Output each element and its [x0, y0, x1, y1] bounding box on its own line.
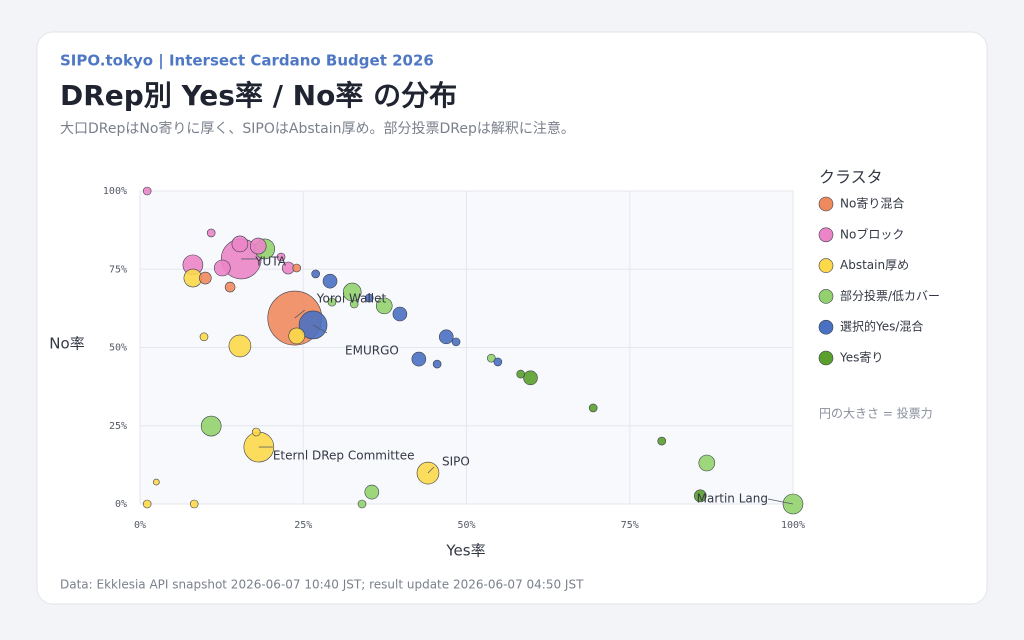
bubble [487, 353, 496, 363]
bubble [357, 499, 367, 509]
bubble [199, 271, 212, 285]
annotation: EMURGO [345, 343, 399, 357]
bubble [276, 252, 286, 262]
annotation: Yoroi Wallet [316, 292, 387, 306]
y-tick-label: 75% [109, 264, 127, 275]
legend-swatch [818, 196, 834, 212]
footer: Data: Ekklesia API snapshot 2026-06-07 1… [60, 578, 584, 592]
legend-label: Abstain厚め [840, 258, 909, 272]
bubble [698, 454, 716, 472]
y-axis-label: No率 [49, 335, 84, 353]
bubble [322, 273, 338, 289]
bubble [375, 297, 393, 315]
bubble [364, 484, 380, 500]
x-tick-label: 25% [294, 520, 312, 531]
title: DRep別 Yes率 / No率 の分布 [60, 79, 457, 112]
bubble [516, 369, 525, 379]
legend-swatch [818, 289, 834, 304]
bubble [251, 427, 261, 437]
bubble [493, 357, 503, 367]
x-axis-label: Yes率 [445, 542, 485, 560]
legend-swatch [818, 350, 834, 366]
bubble [231, 235, 249, 253]
bubble [142, 499, 152, 509]
legend-swatch [818, 258, 834, 273]
annotation: YUTA [254, 254, 287, 268]
subtitle: 大口DRepはNo寄りに厚く、SIPOはAbstain厚め。部分投票DRepは解… [60, 120, 575, 137]
y-tick-label: 50% [109, 343, 127, 354]
bubble [249, 237, 267, 255]
bubble [327, 297, 337, 307]
bubble [199, 332, 209, 342]
bubble [228, 334, 252, 358]
annotation: SIPO [442, 455, 470, 469]
legend-swatch [818, 227, 834, 243]
x-tick-label: 0% [134, 520, 146, 531]
bubble [364, 293, 374, 303]
bubble [438, 329, 454, 345]
bubble [392, 306, 408, 322]
bubble [153, 478, 160, 486]
bubble [523, 370, 538, 386]
legend-label: Noブロック [840, 226, 904, 241]
legend-swatch [818, 319, 834, 335]
x-tick-label: 50% [457, 520, 475, 531]
bubble [349, 299, 359, 309]
bubble [432, 359, 442, 369]
bubble [213, 259, 231, 277]
bubble [451, 337, 461, 347]
bubble [588, 403, 598, 413]
annotation: Martin Lang [697, 492, 768, 506]
y-tick-label: 100% [103, 186, 127, 197]
bubble [657, 436, 667, 446]
leader-line [312, 324, 328, 334]
bubble [189, 499, 199, 509]
bubble [311, 269, 320, 279]
size-note: 円の大きさ = 投票力 [819, 406, 933, 421]
annotation: Eternl DRep Committee [273, 449, 415, 463]
x-tick-label: 75% [621, 520, 639, 531]
leader-line [767, 498, 794, 505]
bubble [200, 415, 222, 437]
y-tick-label: 25% [109, 421, 127, 432]
legend-label: No寄り混合 [840, 196, 904, 211]
bubble [142, 186, 152, 196]
leader-line [294, 309, 306, 319]
bubble [411, 351, 427, 367]
legend-label: 選択的Yes/混合 [840, 319, 923, 334]
bubble [206, 228, 216, 238]
leader-line [427, 466, 435, 474]
x-tick-label: 100% [781, 520, 805, 531]
y-tick-label: 0% [115, 499, 127, 510]
legend-label: Yes寄り [839, 350, 883, 365]
bubble [224, 281, 236, 293]
header: SIPO.tokyo | Intersect Cardano Budget 20… [60, 52, 434, 71]
bubble [288, 327, 306, 345]
bubble [292, 263, 302, 273]
legend-title: クラスタ [819, 168, 883, 187]
legend-label: 部分投票/低カバー [840, 288, 940, 303]
bubble [693, 489, 707, 503]
